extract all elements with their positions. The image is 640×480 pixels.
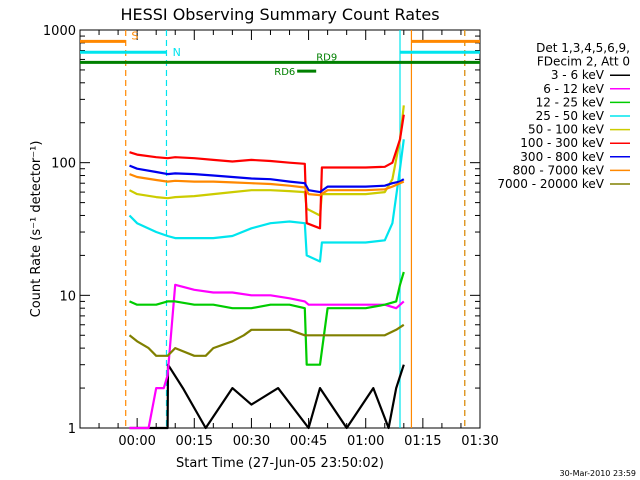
- x-tick-label: 00:15: [176, 434, 213, 449]
- series-line: [129, 173, 405, 197]
- legend-label: 25 - 50 keV: [536, 109, 605, 123]
- series-line: [129, 114, 405, 230]
- series-line: [129, 363, 405, 430]
- x-tick-label: 00:00: [118, 434, 155, 449]
- y-tick-label: 10: [59, 289, 76, 304]
- chart-title: HESSI Observing Summary Count Rates: [120, 5, 439, 24]
- x-tick-label: 01:00: [347, 434, 384, 449]
- marker-label: RD6: [274, 67, 295, 78]
- x-tick-label: 01:30: [461, 434, 498, 449]
- plot-frame: [79, 29, 481, 429]
- x-tick-label: 01:15: [404, 434, 441, 449]
- series-line: [129, 283, 405, 430]
- series-line: [129, 164, 405, 194]
- legend-label: 300 - 800 keV: [520, 150, 604, 164]
- series-line: [128, 105, 405, 217]
- legend-label: 100 - 300 keV: [520, 136, 604, 150]
- marker-label: S: [131, 29, 138, 42]
- legend-label: 800 - 7000 keV: [513, 163, 605, 177]
- x-axis-label: Start Time (27-Jun-05 23:50:02): [176, 456, 384, 471]
- legend-header: Det 1,3,4,5,6,9,: [536, 41, 630, 55]
- y-tick-label: 1: [68, 422, 76, 437]
- legend-label: 3 - 6 keV: [551, 68, 605, 82]
- legend-header: FDecim 2, Att 0: [537, 55, 630, 69]
- y-tick-label: 100: [51, 157, 76, 172]
- legend-label: 50 - 100 keV: [528, 123, 605, 137]
- footer-timestamp: 30-Mar-2010 23:59: [560, 469, 637, 478]
- series-line: [129, 271, 405, 366]
- x-tick-label: 00:30: [233, 434, 270, 449]
- x-tick-label: 00:45: [290, 434, 327, 449]
- y-axis-label: Count Rate (s⁻¹ detector⁻¹): [29, 141, 44, 318]
- legend-label: 7000 - 20000 keV: [497, 177, 604, 191]
- y-tick-label: 1000: [43, 24, 76, 39]
- series-line: [128, 139, 405, 263]
- series-line: [128, 323, 405, 357]
- legend: Det 1,3,4,5,6,9,FDecim 2, Att 03 - 6 keV…: [497, 41, 630, 191]
- legend-label: 6 - 12 keV: [543, 82, 605, 96]
- marker-label: RD9: [316, 52, 337, 63]
- legend-label: 12 - 25 keV: [536, 95, 605, 109]
- marker-label: N: [173, 46, 181, 59]
- plot-area: 1 10 100 1000 00:00 00:15 00:30 00:45 01:00 01:15…: [43, 24, 499, 449]
